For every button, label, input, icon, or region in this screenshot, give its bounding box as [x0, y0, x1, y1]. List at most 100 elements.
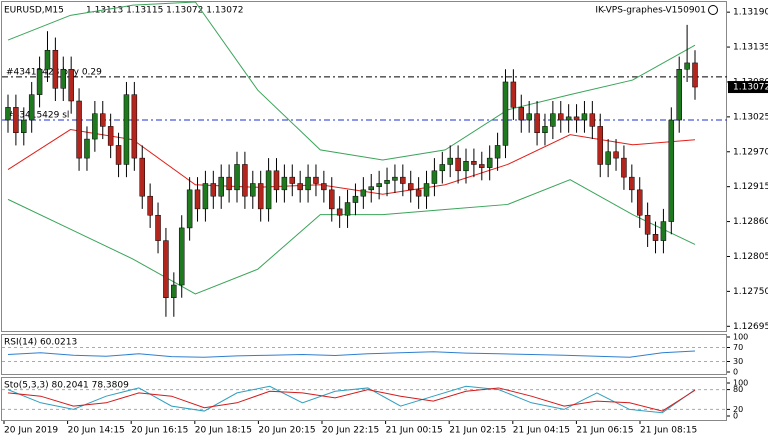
candle-body	[542, 126, 548, 133]
candle-body	[565, 116, 572, 121]
y-tick-label: 1.12805	[733, 252, 768, 262]
candle-body	[573, 116, 580, 121]
x-tick-label: 20 Jun 20:15	[258, 426, 315, 436]
candle-body	[250, 183, 256, 197]
candle-body	[605, 151, 611, 165]
candle-body	[581, 113, 588, 121]
candle-body	[415, 189, 422, 197]
y-tick-label: 1.13135	[733, 43, 768, 53]
server-name: IK-VPS-graphes-V150901	[595, 6, 706, 16]
x-tick-label: 20 Jun 16:15	[131, 426, 188, 436]
candle-body	[344, 202, 351, 216]
x-tick-label: 20 Jun 2019	[4, 426, 58, 436]
candle-body	[60, 69, 67, 89]
candle-body	[321, 183, 327, 191]
expert-icon	[708, 5, 718, 15]
candle-body	[360, 189, 367, 197]
y-tick-label: 1.12970	[733, 147, 768, 157]
candle-body	[313, 176, 319, 184]
candle-body	[147, 195, 153, 216]
y-tick-label: 0	[733, 368, 738, 377]
y-tick-label: 1.12915	[733, 182, 768, 192]
candle-body	[92, 113, 98, 140]
candle-body	[692, 62, 698, 88]
candle-body	[376, 183, 382, 187]
candle-body	[352, 195, 359, 203]
candle-body	[234, 164, 240, 191]
candle-body	[257, 183, 264, 210]
candle-body	[431, 170, 438, 184]
rsi-pane	[1, 334, 727, 375]
candle-body	[5, 107, 11, 121]
candle-body	[28, 94, 35, 121]
candle-body	[226, 176, 232, 191]
main-pane	[1, 1, 727, 332]
candle-body	[107, 126, 114, 146]
candle-body	[123, 94, 130, 165]
y-tick-label: 20	[733, 405, 743, 414]
candle-body	[218, 176, 224, 197]
candle-body	[471, 161, 477, 165]
candle-body	[668, 119, 675, 222]
candle-body	[68, 69, 74, 102]
candle-body	[178, 227, 185, 286]
candle-body	[400, 176, 406, 184]
candle-body	[439, 164, 446, 172]
candle-body	[636, 189, 643, 216]
candle-body	[589, 113, 596, 127]
candle-body	[171, 284, 177, 298]
y-tick-label: 1.12750	[733, 287, 768, 297]
candle-body	[131, 94, 138, 159]
moving-average	[7, 129, 696, 195]
x-tick-label: 21 Jun 06:15	[576, 426, 633, 436]
candle-body	[155, 214, 161, 241]
y-tick-label: 100	[733, 379, 748, 388]
candle-body	[84, 138, 90, 159]
candle-body	[550, 113, 556, 127]
upper-band	[7, 1, 696, 161]
candle-body	[502, 81, 509, 146]
candle-body	[526, 113, 532, 121]
candle-body	[644, 214, 651, 235]
candle-body	[36, 69, 43, 95]
candle-body	[676, 69, 682, 121]
candle-body	[273, 170, 280, 191]
candle-body	[210, 183, 217, 197]
indicator-line	[7, 350, 696, 358]
price-tag	[728, 81, 768, 94]
y-tick-label: 0	[733, 412, 738, 421]
candle-body	[289, 176, 296, 184]
candle-body	[194, 189, 201, 210]
x-tick-label: 21 Jun 00:15	[386, 426, 443, 436]
candle-body	[534, 113, 540, 133]
sto-title: Sto(5,3,3) 80.2041 78.3809	[4, 381, 129, 391]
candle-body	[558, 113, 564, 121]
y-tick-label: 1.12695	[733, 322, 768, 332]
candle-body	[242, 164, 248, 197]
y-tick-label: 1.13025	[733, 112, 768, 122]
y-tick-label: 70	[733, 343, 743, 352]
candle-body	[486, 157, 493, 168]
candle-body	[455, 157, 461, 172]
candle-body	[281, 176, 288, 191]
candle-body	[494, 145, 501, 159]
price-tag-label: 1.13072	[733, 83, 768, 93]
x-tick-label: 20 Jun 18:15	[195, 426, 252, 436]
candle-body	[368, 186, 374, 191]
candle-body	[100, 113, 106, 127]
candle-body	[392, 176, 398, 181]
x-tick-label: 21 Jun 08:15	[640, 426, 697, 436]
indicator-line	[7, 387, 696, 412]
candle-body	[423, 183, 430, 197]
lower-band	[7, 179, 696, 295]
candle-body	[297, 183, 303, 191]
candle-body	[407, 183, 414, 191]
x-tick-label: 20 Jun 14:15	[68, 426, 125, 436]
candle-body	[518, 107, 525, 121]
candle-body	[13, 107, 19, 133]
candle-body	[652, 234, 659, 241]
candle-body	[660, 221, 667, 241]
candle-body	[447, 157, 453, 165]
